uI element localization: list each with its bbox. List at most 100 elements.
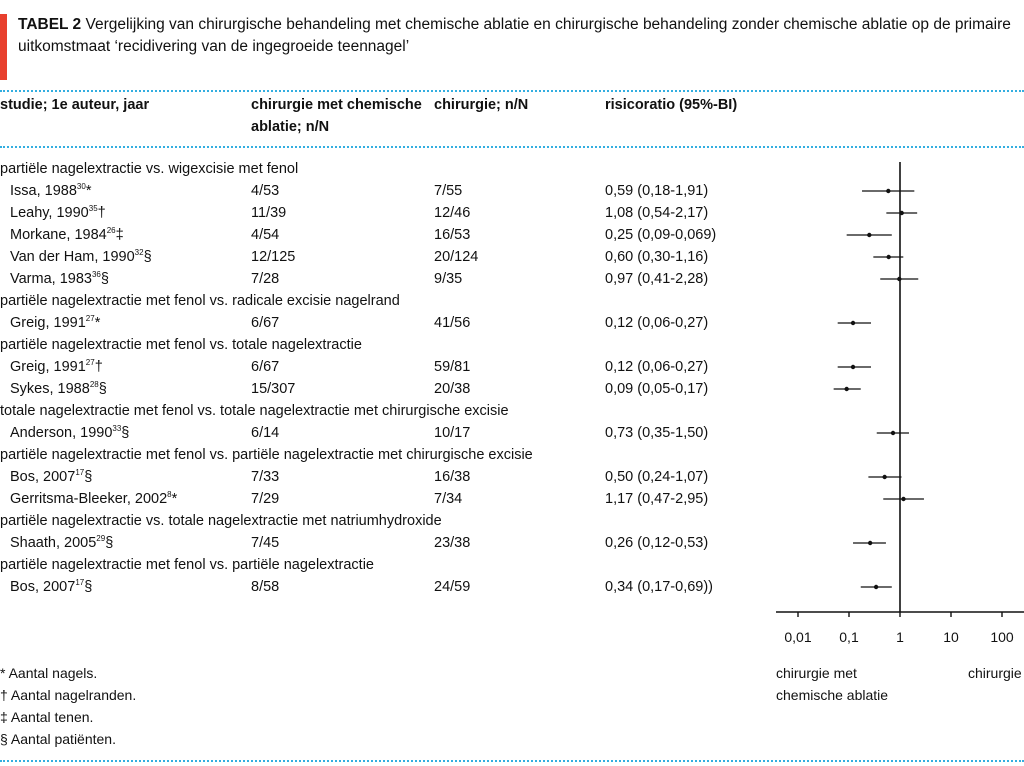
group-title: partiële nagelextractie met fenol vs. pa… <box>0 557 374 573</box>
study-author-year: Sykes, 1988 <box>10 381 90 397</box>
risk-ratio-point <box>886 254 891 260</box>
reference-number: 29 <box>96 534 106 543</box>
study-author-year: Varma, 1983 <box>10 271 92 287</box>
chem-count: 12/125 <box>251 249 296 265</box>
table-caption: Vergelijking van chirurgische behandelin… <box>18 16 1011 55</box>
reference-number: 27 <box>85 358 95 367</box>
risk-ratio-point <box>886 188 891 194</box>
risk-ratio: 0,97 (0,41-2,28) <box>605 271 709 287</box>
chem-count: 6/67 <box>251 315 280 331</box>
study-author-year: Anderson, 1990 <box>10 425 113 441</box>
footnote-mark: † <box>94 359 103 375</box>
study-name: Bos, 200717§ <box>10 576 92 598</box>
surg-count: 23/38 <box>434 535 471 551</box>
surg-count: 20/124 <box>434 249 479 265</box>
bottom-divider <box>0 760 1024 762</box>
top-divider <box>0 90 1024 92</box>
risk-ratio: 0,12 (0,06-0,27) <box>605 315 709 331</box>
surg-count: 16/53 <box>434 227 471 243</box>
footnote-mark: † <box>97 205 106 221</box>
group-title: partiële nagelextractie vs. totale nagel… <box>0 513 442 529</box>
axis-label-right: chirurgie <box>968 665 1022 681</box>
group-title: partiële nagelextractie met fenol vs. ra… <box>0 293 400 309</box>
chem-count: 7/29 <box>251 491 280 507</box>
chem-count: 7/28 <box>251 271 280 287</box>
study-author-year: Bos, 2007 <box>10 469 76 485</box>
risk-ratio-point <box>850 320 856 326</box>
risk-ratio: 0,25 (0,09-0,069) <box>605 227 717 243</box>
study-name: Sykes, 198828§ <box>10 378 107 400</box>
header-divider <box>0 146 1024 148</box>
table-title: TABEL 2 Vergelijking van chirurgische be… <box>18 14 1024 58</box>
header-surg: chirurgie; n/N <box>434 97 529 113</box>
risk-ratio: 0,34 (0,17-0,69)) <box>605 579 714 595</box>
study-author-year: Greig, 1991 <box>10 359 86 375</box>
tick-label: 10 <box>943 629 959 645</box>
footnote-mark: * <box>94 315 101 331</box>
footnote-mark: § <box>84 579 93 595</box>
table-row: Gerritsma-Bleeker, 20028* 7/29 7/34 1,17 (0… <box>0 488 760 510</box>
table-row: Bos, 200717§ 7/33 16/38 0,50 (0,24-1,07) <box>0 466 760 488</box>
footnote-mark: ‡ <box>115 227 124 243</box>
surg-count: 9/35 <box>434 271 463 287</box>
surg-count: 24/59 <box>434 579 471 595</box>
reference-number: 36 <box>91 270 101 279</box>
risk-ratio: 0,09 (0,05-0,17) <box>605 381 709 397</box>
risk-ratio-point <box>882 474 887 480</box>
table-row: Anderson, 199033§ 6/14 10/17 0,73 (0,35-1,5… <box>0 422 760 444</box>
study-author-year: Leahy, 1990 <box>10 205 89 221</box>
footnote: ‡ Aantal tenen. <box>0 709 94 725</box>
header-study: studie; 1e auteur, jaar <box>0 97 150 113</box>
chem-count: 11/39 <box>251 205 287 221</box>
surg-count: 12/46 <box>434 205 471 221</box>
footnote-mark: § <box>84 469 93 485</box>
header-chem: chirurgie met chemische ablatie; n/N <box>251 97 422 135</box>
chem-count: 6/67 <box>251 359 280 375</box>
risk-ratio-point <box>873 584 879 590</box>
group-header: partiële nagelextractie met fenol vs. pa… <box>0 554 760 576</box>
study-author-year: Shaath, 2005 <box>10 535 97 551</box>
tick-label: 0,1 <box>839 629 859 645</box>
reference-number: 30 <box>76 182 86 191</box>
footnote-mark: § <box>98 381 107 397</box>
table-row: Morkane, 198426‡ 4/54 16/53 0,25 (0,09-0,06… <box>0 224 760 246</box>
risk-ratio: 0,59 (0,18-1,91) <box>605 183 709 199</box>
study-name: Shaath, 200529§ <box>10 532 113 554</box>
footnote: † Aantal nagelranden. <box>0 687 137 703</box>
study-author-year: Morkane, 1984 <box>10 227 107 243</box>
title-accent-bar <box>0 14 7 80</box>
reference-number: 27 <box>85 314 95 323</box>
table-row: Shaath, 200529§ 7/45 23/38 0,26 (0,12-0,53) <box>0 532 760 554</box>
surg-count: 16/38 <box>434 469 471 485</box>
risk-ratio-point <box>844 386 849 392</box>
reference-number: 28 <box>89 380 99 389</box>
chem-count: 6/14 <box>251 425 280 441</box>
reference-number: 35 <box>88 204 98 213</box>
risk-ratio-point <box>897 276 902 282</box>
group-title: partiële nagelextractie met fenol vs. pa… <box>0 447 533 463</box>
risk-ratio: 1,17 (0,47-2,95) <box>605 491 709 507</box>
surg-count: 10/17 <box>434 425 471 441</box>
study-author-year: Greig, 1991 <box>10 315 86 331</box>
tick-label: 100 <box>990 629 1014 645</box>
chem-count: 8/58 <box>251 579 280 595</box>
study-name: Anderson, 199033§ <box>10 422 129 444</box>
chem-count: 15/307 <box>251 381 296 397</box>
footnote-mark: § <box>143 249 152 265</box>
footnote-mark: § <box>121 425 130 441</box>
risk-ratio-point <box>850 364 856 370</box>
tick-label: 0,01 <box>784 629 812 645</box>
surg-count: 7/34 <box>434 491 463 507</box>
surg-count: 59/81 <box>434 359 471 375</box>
study-author-year: Bos, 2007 <box>10 579 76 595</box>
group-header: partiële nagelextractie vs. totale nagel… <box>0 510 760 532</box>
footnote: § Aantal patiënten. <box>0 731 116 747</box>
risk-ratio: 0,73 (0,35-1,50) <box>605 425 709 441</box>
chem-count: 4/53 <box>251 183 280 199</box>
study-name: Bos, 200717§ <box>10 466 92 488</box>
group-title: partiële nagelextractie vs. wigexcisie m… <box>0 161 299 177</box>
group-header: partiële nagelextractie met fenol vs. ra… <box>0 290 760 312</box>
table-row: Varma, 198336§ 7/28 9/35 0,97 (0,41-2,28) <box>0 268 760 290</box>
study-name: Gerritsma-Bleeker, 20028* <box>10 488 177 510</box>
